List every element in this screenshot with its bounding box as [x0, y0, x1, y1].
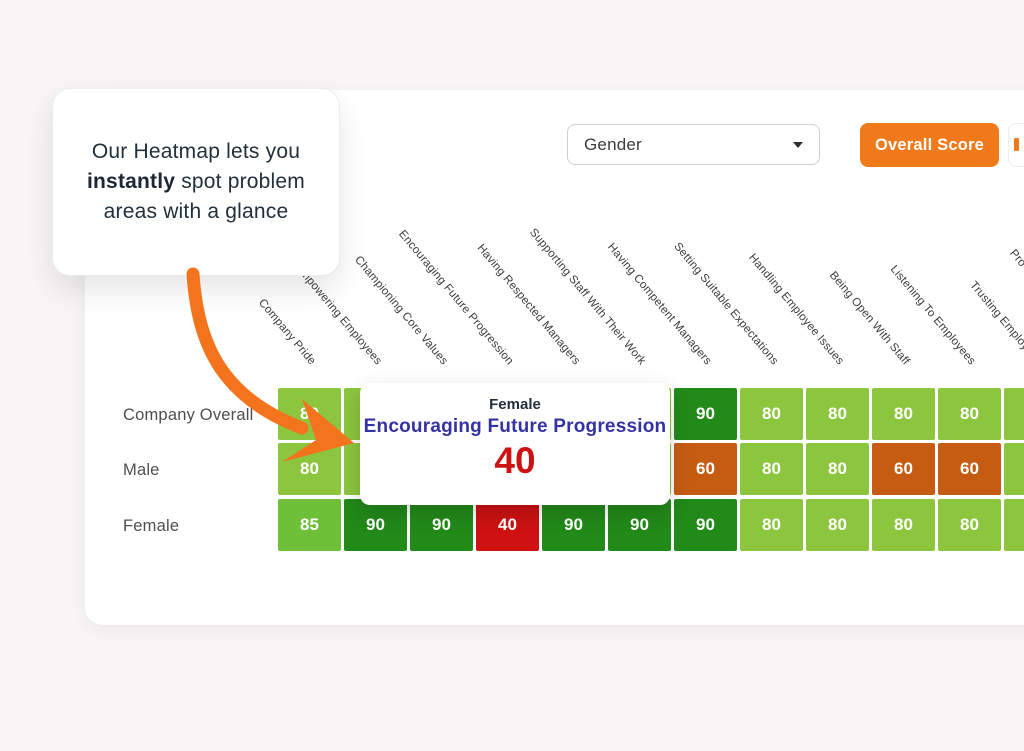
heatmap-cell[interactable]: 90 — [674, 388, 737, 440]
heatmap-cell[interactable]: 90 — [674, 499, 737, 551]
partial-button[interactable] — [1008, 123, 1024, 167]
heatmap-cell[interactable]: 80 — [872, 499, 935, 551]
heatmap-cell[interactable] — [1004, 499, 1024, 551]
heatmap-cell[interactable]: 85 — [278, 499, 341, 551]
heatmap-cell[interactable]: 80 — [806, 499, 869, 551]
heatmap-cell[interactable]: 90 — [542, 499, 605, 551]
tooltip-value: 40 — [494, 440, 536, 481]
annotation-text: Our Heatmap lets you instantly spot prob… — [87, 140, 305, 223]
heatmap-cell[interactable]: 80 — [806, 388, 869, 440]
row-label: Male — [123, 461, 160, 479]
heatmap-cell[interactable]: 80 — [938, 499, 1001, 551]
heatmap-cell[interactable]: 60 — [938, 443, 1001, 495]
heatmap-cell[interactable]: 90 — [344, 499, 407, 551]
heatmap-cell[interactable]: 80 — [740, 443, 803, 495]
heatmap-cell[interactable]: 90 — [410, 499, 473, 551]
heatmap-cell[interactable]: 40 — [476, 499, 539, 551]
cell-tooltip: Female Encouraging Future Progression 40 — [360, 383, 670, 505]
partial-button-label-fragment — [1014, 138, 1019, 151]
heatmap-cell[interactable] — [1004, 388, 1024, 440]
chevron-down-icon — [793, 142, 803, 148]
heatmap-cell[interactable]: 80 — [278, 443, 341, 495]
tooltip-category: Encouraging Future Progression — [363, 416, 667, 437]
filter-dropdown-value: Gender — [584, 134, 642, 154]
heatmap-cell[interactable]: 80 — [806, 443, 869, 495]
heatmap-cell[interactable]: 80 — [740, 499, 803, 551]
tooltip-group: Female — [489, 396, 541, 413]
heatmap-cell[interactable]: 80 — [740, 388, 803, 440]
heatmap-cell[interactable] — [1004, 443, 1024, 495]
annotation-callout: Our Heatmap lets you instantly spot prob… — [52, 88, 340, 276]
filter-dropdown[interactable]: Gender — [567, 124, 820, 165]
heatmap-cell[interactable]: 60 — [872, 443, 935, 495]
heatmap-cell[interactable]: 80 — [872, 388, 935, 440]
heatmap-cell[interactable]: 80 — [938, 388, 1001, 440]
heatmap-cell[interactable]: 90 — [608, 499, 671, 551]
heatmap-cell[interactable]: 80 — [278, 388, 341, 440]
row-label: Female — [123, 517, 180, 535]
heatmap-cell[interactable]: 60 — [674, 443, 737, 495]
overall-score-button[interactable]: Overall Score — [860, 123, 999, 167]
row-label: Company Overall — [123, 406, 254, 424]
